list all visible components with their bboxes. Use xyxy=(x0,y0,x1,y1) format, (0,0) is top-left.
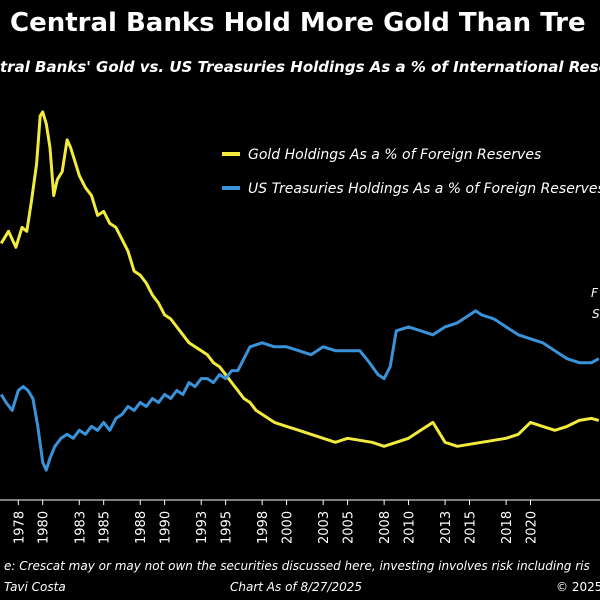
chart-subtitle: tral Banks' Gold vs. US Treasuries Holdi… xyxy=(0,58,600,76)
x-tick-label: 1985 xyxy=(98,511,113,544)
x-tick-label: 1983 xyxy=(73,511,88,544)
x-tick-label: 1990 xyxy=(159,511,174,544)
x-tick-label: 2005 xyxy=(342,511,357,544)
x-tick-label: 2020 xyxy=(524,511,539,544)
legend-entry-gold: Gold Holdings As a % of Foreign Reserves xyxy=(248,147,541,163)
author-credit: Tavi Costa xyxy=(4,580,66,594)
chart-date: Chart As of 8/27/2025 xyxy=(230,580,362,594)
x-tick-label: 2008 xyxy=(378,511,393,544)
x-tick-label: 2013 xyxy=(439,511,454,544)
x-tick-label: 2003 xyxy=(317,511,332,544)
copyright-notice: © 2025 xyxy=(556,580,600,594)
x-tick-label: 2000 xyxy=(281,511,296,544)
x-tick-label: 1978 xyxy=(12,511,27,544)
x-tick-label: 1998 xyxy=(256,511,271,544)
x-tick-label: 1993 xyxy=(195,511,210,544)
gold-holdings-line xyxy=(0,110,600,448)
x-tick-label: 2015 xyxy=(464,511,479,544)
disclaimer-text: e: Crescat may or may not own the securi… xyxy=(4,559,590,573)
x-tick-label: 2010 xyxy=(403,511,418,544)
x-tick-label: 1995 xyxy=(220,511,235,544)
side-label-f: F xyxy=(591,286,599,300)
side-label-s: S xyxy=(592,307,600,321)
footer-row: Tavi Costa Chart As of 8/27/2025 © 2025 xyxy=(0,580,600,598)
x-tick-label: 2018 xyxy=(500,511,515,544)
legend-entry-treasuries: US Treasuries Holdings As a % of Foreign… xyxy=(248,181,600,197)
treasuries-holdings-line xyxy=(0,309,600,472)
x-tick-label: 1980 xyxy=(37,511,52,544)
chart-title: Central Banks Hold More Gold Than Tre xyxy=(10,8,586,38)
x-tick-label: 1988 xyxy=(134,511,149,544)
